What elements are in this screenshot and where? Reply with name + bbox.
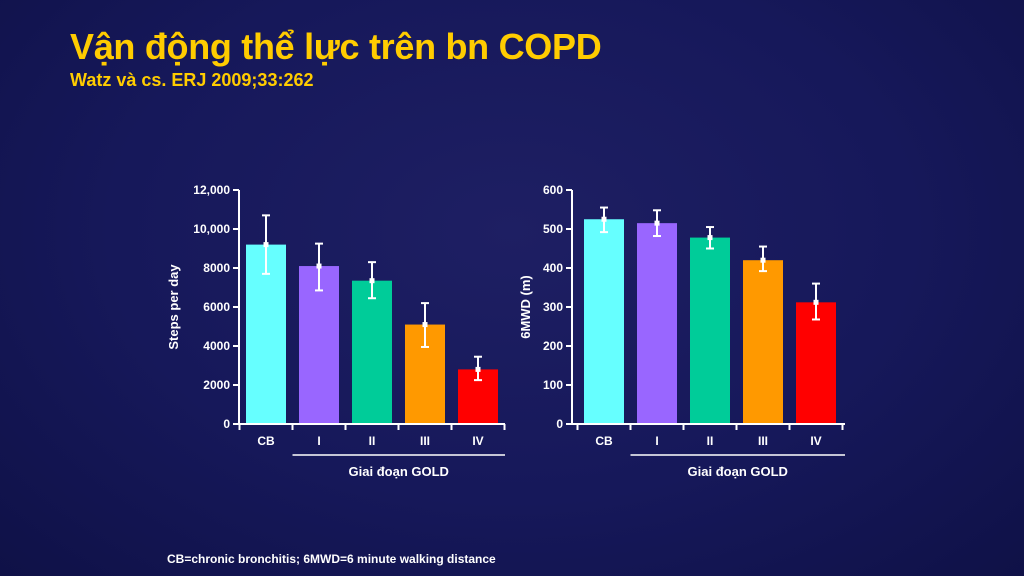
mean-marker <box>422 322 428 328</box>
x-tick-label: I <box>655 434 658 448</box>
x-axis-label: Giai đoạn GOLD <box>688 464 788 479</box>
y-tick-label: 300 <box>543 300 563 314</box>
mean-marker <box>760 257 766 263</box>
y-axis-label: Steps per day <box>166 264 181 350</box>
bar <box>690 237 730 424</box>
mean-marker <box>316 263 322 269</box>
x-tick-label: CB <box>257 434 275 448</box>
mean-marker <box>654 220 660 226</box>
y-tick-label: 2000 <box>203 378 230 392</box>
x-tick-label: IV <box>810 434 821 448</box>
x-tick-label: II <box>707 434 714 448</box>
y-tick-label: 0 <box>223 417 230 431</box>
x-axis-label: Giai đoạn GOLD <box>349 464 449 479</box>
x-tick-label: I <box>317 434 320 448</box>
y-tick-label: 500 <box>543 222 563 236</box>
y-tick-label: 4000 <box>203 339 230 353</box>
bar <box>637 223 677 424</box>
mean-marker <box>601 216 607 222</box>
y-tick-label: 100 <box>543 378 563 392</box>
bar <box>796 302 836 424</box>
y-tick-label: 10,000 <box>193 222 230 236</box>
y-tick-label: 200 <box>543 339 563 353</box>
y-axis-label: 6MWD (m) <box>518 275 533 339</box>
bar <box>352 280 392 424</box>
x-tick-label: CB <box>595 434 613 448</box>
y-tick-label: 0 <box>556 417 563 431</box>
bar <box>584 219 624 424</box>
footnote: CB=chronic bronchitis; 6MWD=6 minute wal… <box>167 552 496 566</box>
mean-marker <box>813 299 819 305</box>
y-tick-label: 6000 <box>203 300 230 314</box>
mean-marker <box>263 242 269 248</box>
y-tick-label: 12,000 <box>193 183 230 197</box>
mean-marker <box>707 235 713 241</box>
y-tick-label: 400 <box>543 261 563 275</box>
slide-subtitle: Watz và cs. ERJ 2009;33:262 <box>70 70 314 90</box>
y-tick-label: 600 <box>543 183 563 197</box>
x-tick-label: IV <box>472 434 483 448</box>
bar <box>743 260 783 424</box>
mean-marker <box>475 366 481 372</box>
x-tick-label: III <box>420 434 430 448</box>
mean-marker <box>369 278 375 284</box>
slide-title: Vận động thể lực trên bn COPD <box>70 26 602 67</box>
x-tick-label: II <box>369 434 376 448</box>
bar <box>299 266 339 424</box>
x-tick-label: III <box>758 434 768 448</box>
y-tick-label: 8000 <box>203 261 230 275</box>
